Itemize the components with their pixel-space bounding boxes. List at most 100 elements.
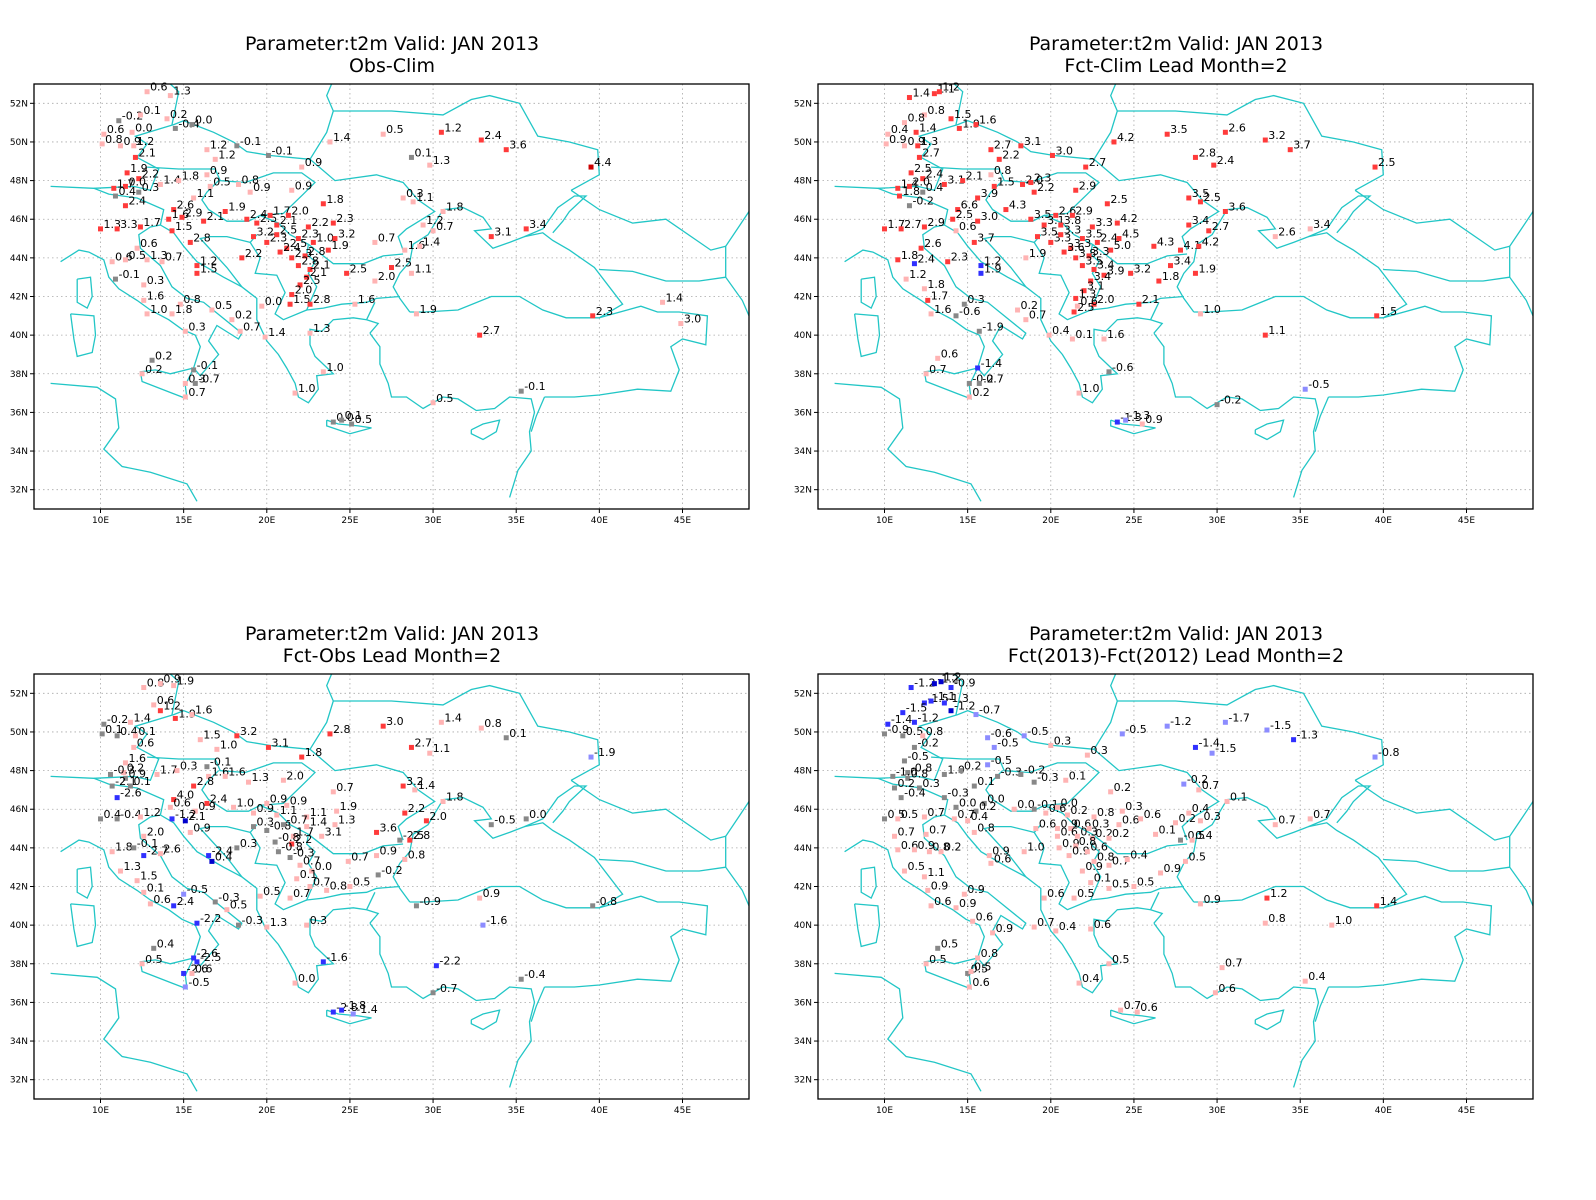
station-value-label: 0.7 [303,854,321,867]
station-marker [417,243,423,249]
station-value-label: 2.2 [295,833,313,846]
station-value-label: 3.1 [271,736,289,749]
station-marker [410,199,416,205]
station-marker [292,390,298,396]
station-value-label: 1.9 [130,162,148,175]
map-panel-fct-diff: Parameter:t2m Valid: JAN 2013 Fct(2013)-… [784,610,1564,1170]
station-marker [905,770,911,776]
station-marker [976,328,982,334]
station-value-label: 1.0 [298,382,316,395]
station-value-label: 0.9 [917,839,935,852]
station-marker [280,777,286,783]
station-marker [956,125,962,131]
station-marker [159,259,165,265]
station-marker [1088,278,1094,284]
station-marker [920,176,926,182]
station-marker [911,261,917,267]
country-border [1093,673,1118,750]
station-value-label: 0.8 [484,717,502,730]
station-value-label: 0.1 [414,146,432,159]
station-value-label: 1.6 [228,765,246,778]
station-value-label: 1.3 [150,249,168,262]
coastline [1509,801,1534,907]
station-marker [154,771,160,777]
station-marker [299,164,305,170]
station-marker [229,317,235,323]
station-value-label: 3.3 [1064,224,1082,237]
station-value-label: 0.5 [263,885,281,898]
x-tick-label: 20E [258,1106,275,1116]
map-panel-fct-obs: Parameter:t2m Valid: JAN 2013 Fct-Obs Le… [0,610,780,1170]
station-value-label: -0.8 [596,895,617,908]
station-marker [921,112,927,118]
station-value-label: -1.4 [891,713,912,726]
country-border [93,710,311,782]
station-value-label: 0.0 [195,114,213,127]
y-tick-label: 46N [10,215,28,225]
station-value-label: -0.7 [436,982,457,995]
station-marker [285,212,291,218]
station-value-label: -0.5 [1183,829,1204,842]
station-value-label: 2.2 [142,168,160,181]
station-value-label: 0.6 [1060,825,1078,838]
station-value-label: 1.0 [316,231,334,244]
station-value-label: 2.1 [1142,293,1160,306]
station-value-label: 3.4 [1097,258,1115,271]
station-value-label: 1.3 [338,814,356,827]
station-marker [224,907,230,913]
station-value-label: 0.3 [1054,734,1072,747]
station-marker [372,278,378,284]
station-marker [1054,804,1060,810]
station-value-label: 2.4 [177,895,195,908]
coastline [725,211,750,317]
station-marker [169,311,175,317]
station-marker [194,263,200,269]
station-marker [222,209,228,214]
coastline [1176,796,1408,909]
station-value-label: 3.3 [1074,237,1092,250]
station-value-label: -2.6 [197,947,218,960]
coastline [1509,211,1534,317]
station-marker [1064,812,1070,818]
x-tick-label: 30E [1208,516,1225,526]
station-marker [320,201,326,207]
station-marker [149,357,155,363]
station-marker [157,681,163,687]
station-value-label: 0.5 [128,249,146,262]
country-border [1314,986,1330,1022]
y-tick-label: 48N [10,177,28,187]
station-marker [134,245,140,251]
coastline [1254,419,1285,441]
y-tick-label: 38N [10,960,28,970]
station-marker [1164,131,1170,137]
y-tick-label: 46N [10,805,28,815]
coastline [853,313,881,358]
station-marker [192,808,198,814]
x-tick-label: 15E [175,516,192,526]
station-marker [194,920,200,926]
station-value-label: -0.5 [997,736,1018,749]
station-marker [1021,849,1027,855]
station-marker [1091,858,1097,864]
coastline [1153,332,1320,498]
station-value-label: 0.5 [974,961,992,974]
station-marker [901,758,907,764]
country-border [1092,243,1188,265]
station-marker [1091,301,1097,307]
station-value-label: 2.0 [378,270,396,283]
station-marker [350,1011,356,1017]
station-marker [953,228,959,234]
station-value-label: 1.4 [310,816,328,829]
x-tick-label: 10E [876,1106,893,1116]
station-value-label: 3.3 [1054,231,1072,244]
station-value-label: 1.2 [1270,887,1288,900]
station-value-label: 0.9 [1203,893,1221,906]
panel-title-line2: Fct-Obs Lead Month=2 [283,645,501,667]
station-value-label: 0.8 [911,767,929,780]
station-marker [197,737,203,743]
country-border [50,185,165,226]
station-value-label: 3.0 [684,313,702,326]
y-tick-label: 48N [794,767,812,777]
station-marker [121,770,127,776]
station-value-label: 0.0 [128,175,146,188]
